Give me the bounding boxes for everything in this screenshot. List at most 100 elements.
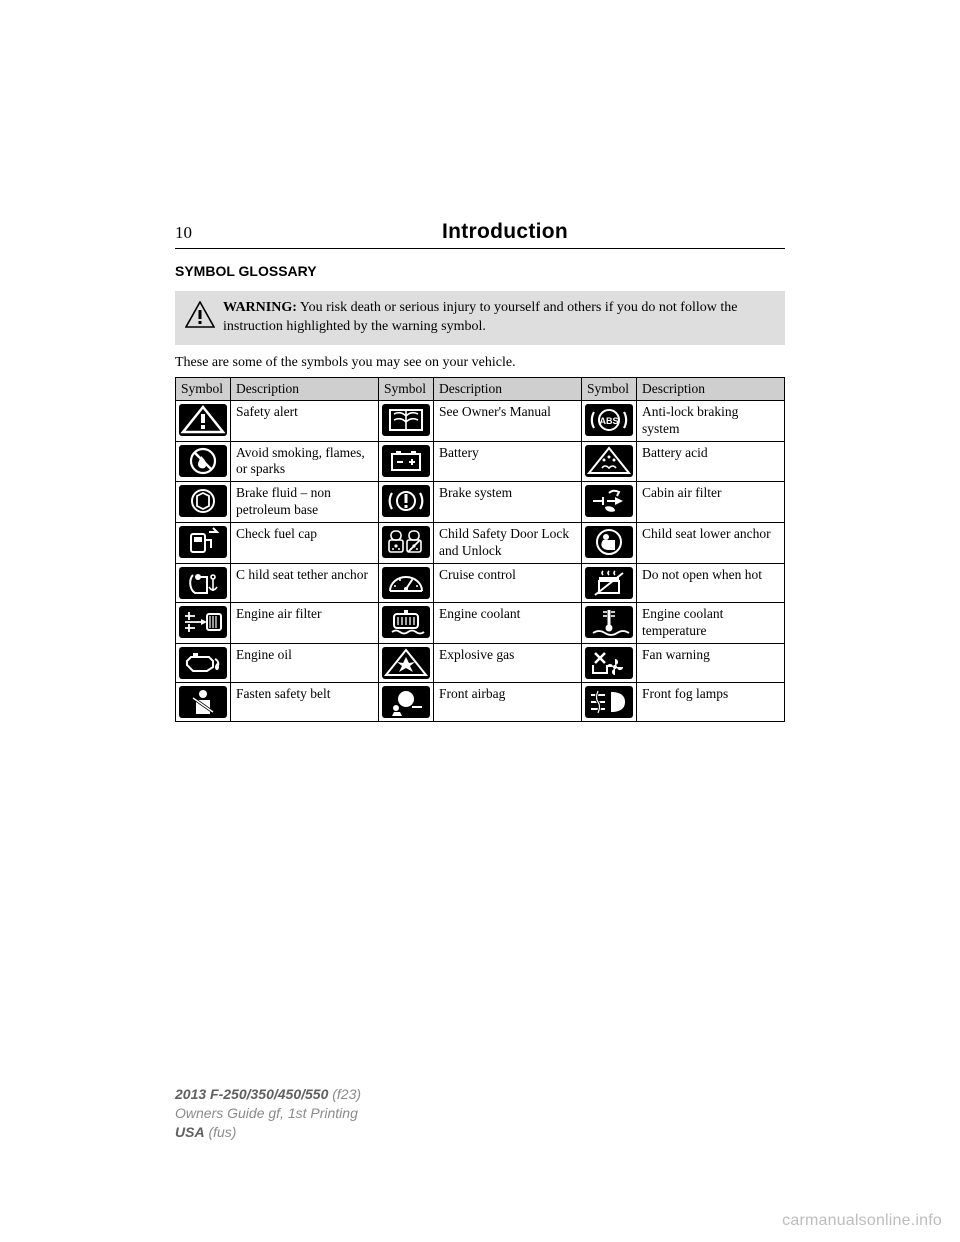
battery-acid-icon [585,445,633,477]
symbol-cell [379,682,434,721]
safety-alert-icon [179,404,227,436]
abs-icon: ABS [585,404,633,436]
warning-triangle-icon [185,301,215,336]
cabin-air-filter-icon [585,485,633,517]
symbol-cell [379,563,434,602]
warning-box: WARNING: You risk death or serious injur… [175,291,785,345]
table-row: Engine air filterEngine coolantEngine co… [176,602,785,643]
page-title: Introduction [225,220,785,244]
symbol-cell [582,563,637,602]
description-cell: Explosive gas [434,643,582,682]
watermark: carmanualsonline.info [782,1212,942,1230]
symbol-cell [379,441,434,482]
description-cell: C hild seat tether anchor [231,563,379,602]
symbol-cell [176,482,231,523]
fasten-belt-icon [179,686,227,718]
symbol-cell [176,563,231,602]
footer-region: USA [175,1124,205,1140]
symbol-cell [379,523,434,564]
description-cell: Engine coolant [434,602,582,643]
symbol-cell [582,523,637,564]
description-cell: Battery [434,441,582,482]
description-cell: Engine oil [231,643,379,682]
intro-text: These are some of the symbols you may se… [175,355,785,371]
symbol-cell [176,400,231,441]
footer-code: (f23) [328,1086,361,1102]
page-header: 10 Introduction [175,220,785,249]
description-cell: Brake fluid – non petroleum base [231,482,379,523]
description-cell: Child Safety Door Lock and Unlock [434,523,582,564]
description-cell: See Owner's Manual [434,400,582,441]
description-cell: Cabin air filter [637,482,785,523]
symbol-cell [379,602,434,643]
symbol-glossary-table: Symbol Description Symbol Description Sy… [175,377,785,722]
symbol-cell: ABS [582,400,637,441]
symbol-cell [176,682,231,721]
table-row: C hild seat tether anchor Cruise control D… [176,563,785,602]
warning-text: You risk death or serious injury to your… [223,300,737,334]
do-not-open-hot-icon [585,567,633,599]
engine-coolant-temp-icon [585,606,633,638]
table-row: Safety alert See Owner's Manual ABS Anti-lo… [176,400,785,441]
page-container: 10 Introduction SYMBOL GLOSSARY WARNING:… [175,220,785,722]
col-header: Description [637,377,785,400]
check-fuel-cap-icon [179,526,227,558]
table-header-row: Symbol Description Symbol Description Sy… [176,377,785,400]
description-cell: Safety alert [231,400,379,441]
description-cell: Battery acid [637,441,785,482]
symbol-cell [582,682,637,721]
table-row: Brake fluid – non petroleum base Brake sy… [176,482,785,523]
description-cell: Front airbag [434,682,582,721]
section-heading: SYMBOL GLOSSARY [175,263,785,279]
front-airbag-icon [382,686,430,718]
col-header: Symbol [582,377,637,400]
symbol-cell [582,482,637,523]
explosive-gas-icon [382,647,430,679]
engine-oil-icon [179,647,227,679]
symbol-cell [379,482,434,523]
description-cell: Avoid smoking, flames, or sparks [231,441,379,482]
description-cell: Check fuel cap [231,523,379,564]
symbol-cell [582,602,637,643]
fan-warning-icon [585,647,633,679]
description-cell: Cruise control [434,563,582,602]
col-header: Description [434,377,582,400]
cruise-control-icon [382,567,430,599]
no-flame-icon [179,445,227,477]
warning-label: WARNING: [223,300,297,315]
table-row: Engine oilExplosive gasFan warning [176,643,785,682]
symbol-cell [176,643,231,682]
battery-icon [382,445,430,477]
description-cell: Brake system [434,482,582,523]
engine-air-filter-icon [179,606,227,638]
symbol-cell [176,523,231,564]
owners-manual-icon [382,404,430,436]
table-row: Fasten safety belt Front airbag Front fog … [176,682,785,721]
description-cell: Fasten safety belt [231,682,379,721]
symbol-cell [582,441,637,482]
symbol-cell [379,643,434,682]
brake-fluid-icon [179,485,227,517]
footer-region-code: (fus) [205,1124,237,1140]
col-header: Symbol [379,377,434,400]
table-row: Avoid smoking, flames, or sparks Battery B… [176,441,785,482]
child-seat-tether-icon [179,567,227,599]
description-cell: Front fog lamps [637,682,785,721]
child-seat-anchor-icon [585,526,633,558]
description-cell: Anti-lock braking system [637,400,785,441]
svg-text:ABS: ABS [599,416,618,426]
child-lock-icon [382,526,430,558]
footer-model: 2013 F-250/350/450/550 [175,1086,328,1102]
table-body: Safety alert See Owner's Manual ABS Anti-lo… [176,400,785,721]
symbol-cell [176,602,231,643]
footer: 2013 F-250/350/450/550 (f23) Owners Guid… [175,1085,361,1142]
engine-coolant-icon [382,606,430,638]
symbol-cell [582,643,637,682]
table-row: Check fuel cap Child Safety Door Lock and… [176,523,785,564]
col-header: Description [231,377,379,400]
symbol-cell [379,400,434,441]
description-cell: Do not open when hot [637,563,785,602]
brake-system-icon [382,485,430,517]
description-cell: Child seat lower anchor [637,523,785,564]
front-fog-lamps-icon [585,686,633,718]
